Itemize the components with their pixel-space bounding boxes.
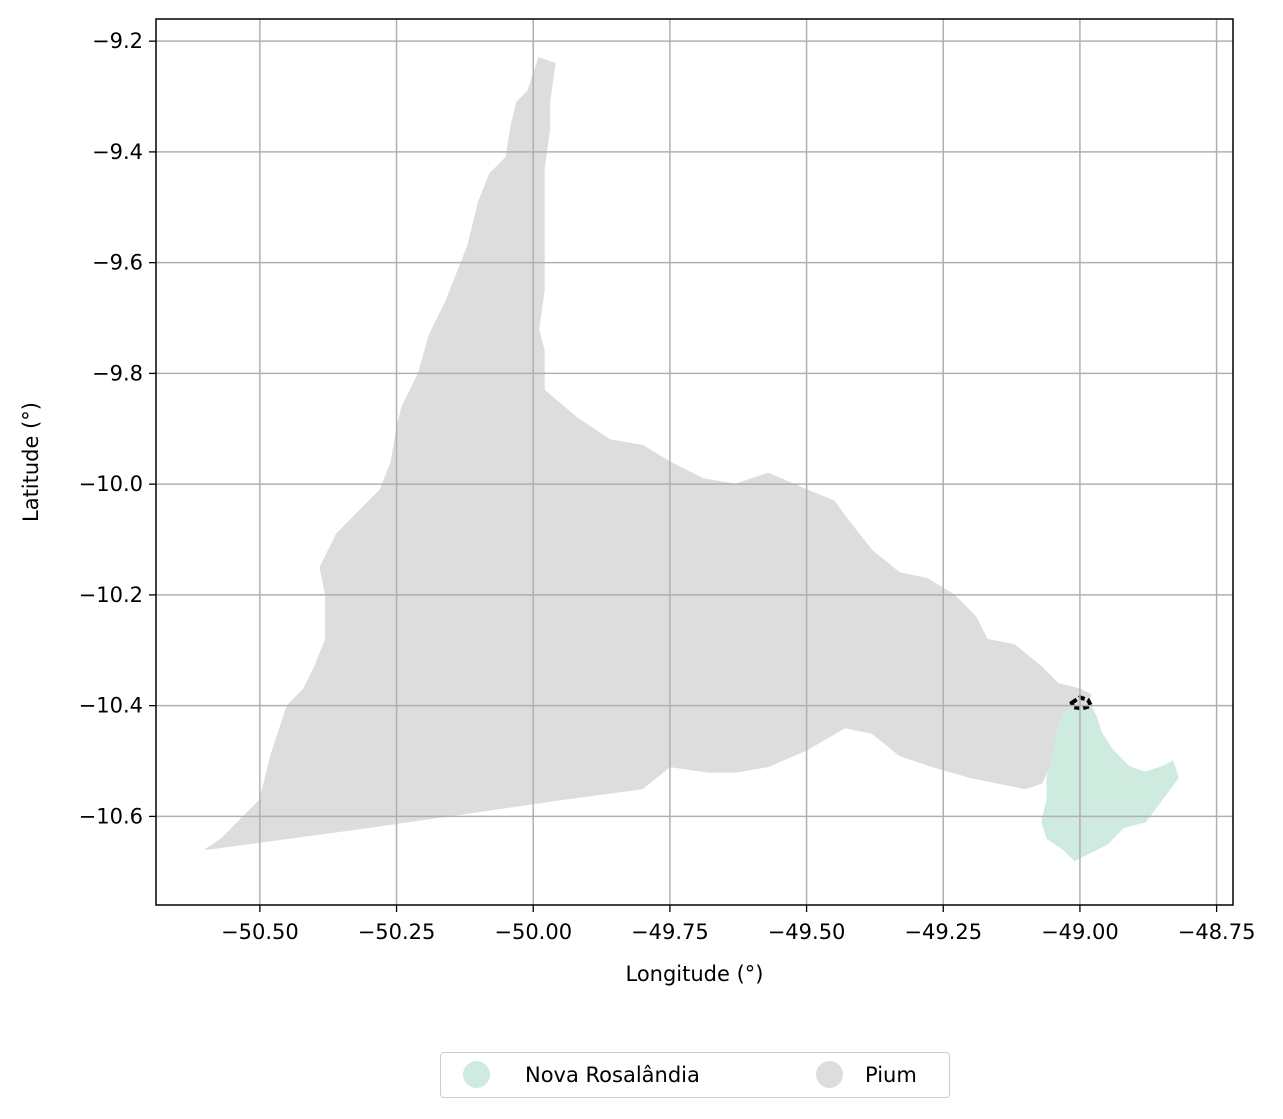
legend-item-nova-rosalandia: Nova Rosalândia [463,1061,700,1088]
legend-marker-icon [816,1061,843,1088]
y-tick-label: −10.2 [79,583,143,607]
legend-item-pium: Pium [816,1061,917,1088]
x-axis-label: Longitude (°) [625,962,763,986]
axes-frame [155,18,1234,906]
y-tick-label: −10.4 [79,694,143,718]
x-tick-label: −50.00 [494,920,572,944]
grid [156,19,1233,905]
y-tick-label: −9.4 [92,140,143,164]
x-tick-label: −49.25 [904,920,982,944]
axis-ticks: −50.50 −50.25 −50.00 −49.75 −49.50 −49.25 −49.… [79,29,1256,944]
x-tick-label: −49.75 [631,920,709,944]
y-tick-label: −9.2 [92,29,143,53]
x-tick-label: −49.00 [1041,920,1119,944]
y-axis-label: Latitude (°) [19,402,43,522]
legend-label: Pium [865,1062,917,1087]
region-nova-rosal-ndia [1041,705,1179,862]
x-tick-label: −48.75 [1178,920,1256,944]
y-tick-label: −9.8 [92,361,143,385]
legend: Nova Rosalândia Pium [440,1052,950,1098]
y-tick-label: −10.6 [79,804,143,828]
y-tick-label: −9.6 [92,251,143,275]
legend-label: Nova Rosalândia [525,1062,700,1087]
x-tick-label: −50.50 [221,920,299,944]
x-tick-label: −50.25 [358,920,436,944]
x-tick-label: −49.50 [768,920,846,944]
legend-marker-icon [463,1061,490,1088]
region-pium [204,57,1092,851]
y-tick-label: −10.0 [79,472,143,496]
plot-area [204,57,1179,862]
